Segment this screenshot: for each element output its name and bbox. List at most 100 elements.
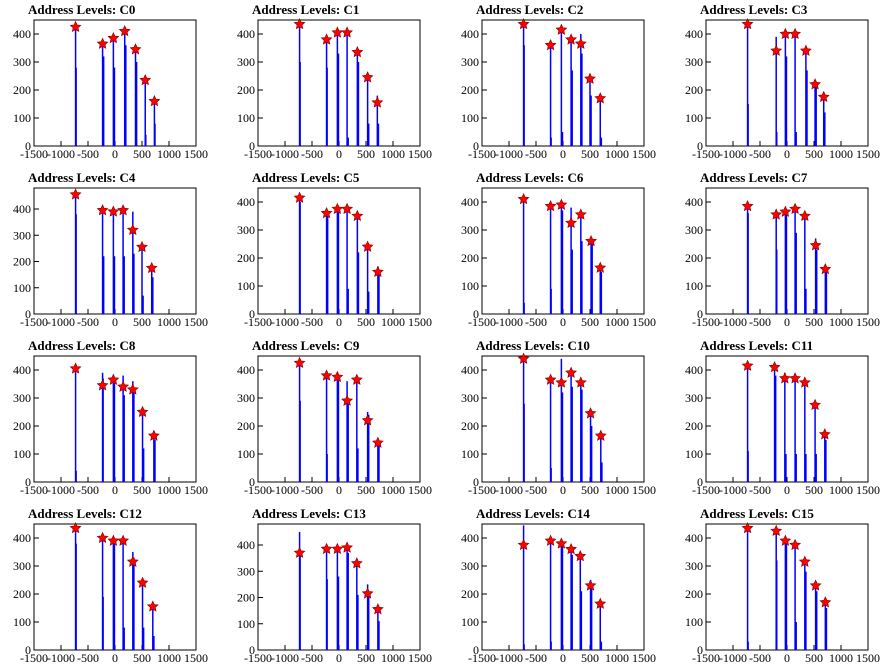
histogram-bar [132, 381, 134, 482]
peak-marker [789, 538, 802, 551]
y-tick-label: 100 [237, 617, 255, 631]
peak-marker [555, 23, 568, 35]
histogram-bar [795, 132, 797, 146]
histogram-bar [377, 266, 379, 314]
x-tick-label: -1000 [47, 315, 75, 329]
x-tick-label: -1000 [495, 315, 523, 329]
histogram-bar [347, 400, 349, 482]
peak-marker [809, 579, 822, 591]
peak-marker [331, 542, 344, 554]
peak-marker [789, 202, 802, 215]
y-tick-label: 100 [13, 111, 31, 125]
histogram-bar [141, 412, 144, 482]
x-tick-label: -500 [749, 651, 771, 665]
histogram-bar [560, 203, 563, 314]
histogram-bar [775, 560, 778, 650]
histogram-bar [805, 571, 807, 650]
peak-marker [361, 71, 374, 83]
x-tick-label: 500 [133, 651, 151, 665]
y-tick-label: 0 [473, 307, 479, 321]
histogram-panel: Address Levels: C9 0 100 200 300 400 -1500 -100… [224, 336, 448, 504]
peak-marker [741, 359, 754, 371]
y-tick-label: 0 [697, 139, 703, 153]
x-tick-label: -1000 [495, 651, 523, 665]
histogram-bar [75, 543, 77, 650]
x-tick-label: 1000 [157, 147, 181, 161]
histogram-bar [600, 434, 602, 482]
x-tick-label: -500 [525, 651, 547, 665]
y-tick-label: 100 [13, 281, 31, 295]
histogram-bar [101, 42, 104, 146]
y-tick-label: 400 [685, 27, 703, 41]
histogram-svg: Address Levels: C5 0 100 200 300 400 -1500 -100… [237, 170, 432, 329]
histogram-bar [326, 67, 328, 146]
x-tick-label: 0 [112, 147, 118, 161]
x-tick-label: 0 [112, 483, 118, 497]
x-tick-label: 0 [560, 483, 566, 497]
histogram-bar [123, 627, 125, 650]
histogram-bar [589, 580, 592, 650]
histogram-bar [581, 389, 583, 482]
chart-title: Address Levels: C6 [476, 170, 584, 185]
histogram-bar [377, 608, 379, 650]
peak-marker [320, 33, 333, 45]
histogram-bar [299, 202, 301, 314]
peak-marker [789, 27, 802, 40]
y-tick-label: 200 [237, 251, 255, 265]
histogram-bar [824, 433, 826, 482]
histogram-bar [347, 552, 349, 651]
y-tick-label: 300 [685, 55, 703, 69]
x-tick-label: -500 [301, 315, 323, 329]
x-tick-label: -500 [525, 483, 547, 497]
peak-marker [584, 72, 596, 84]
y-tick-label: 300 [685, 223, 703, 237]
histogram-bar [150, 266, 153, 314]
histogram-bar [366, 246, 369, 314]
x-tick-label: 500 [805, 147, 823, 161]
x-tick-label: -1000 [271, 483, 299, 497]
histogram-bar [825, 440, 827, 482]
peak-marker [126, 383, 139, 395]
peak-marker [574, 549, 587, 562]
y-tick-label: 200 [13, 419, 31, 433]
x-tick-label: 1500 [408, 315, 432, 329]
x-tick-label: 0 [336, 315, 342, 329]
y-tick-label: 400 [13, 531, 31, 545]
y-tick-label: 200 [461, 419, 479, 433]
histogram-bar [132, 552, 134, 650]
y-tick-label: 100 [685, 447, 703, 461]
x-tick-label: 1000 [829, 651, 853, 665]
x-tick-label: -1500 [244, 315, 272, 329]
x-tick-label: 1000 [605, 651, 629, 665]
histogram-bar [112, 540, 115, 650]
x-tick-label: -1000 [47, 483, 75, 497]
histogram-bar [326, 216, 329, 314]
histogram-bar [356, 216, 359, 314]
y-tick-label: 400 [461, 363, 479, 377]
peak-marker [351, 209, 364, 222]
x-tick-label: -1500 [244, 147, 272, 161]
peak-marker [136, 405, 149, 418]
histogram-bar [75, 214, 77, 314]
x-tick-label: -1000 [495, 483, 523, 497]
peak-marker [293, 546, 306, 558]
y-tick-label: 200 [237, 83, 255, 97]
histogram-bar [785, 210, 788, 314]
chart-title: Address Levels: C4 [28, 170, 136, 185]
peak-marker [341, 202, 354, 215]
histogram-panel: Address Levels: C3 0 100 200 300 400 -1500 -100… [672, 0, 896, 168]
x-tick-label: 1000 [381, 315, 405, 329]
histogram-bar [589, 412, 592, 482]
chart-title: Address Levels: C11 [700, 338, 813, 353]
peak-marker [594, 429, 607, 441]
x-tick-label: 1000 [381, 147, 405, 161]
peak-marker [320, 206, 333, 219]
y-tick-label: 100 [461, 279, 479, 293]
peak-marker [818, 428, 831, 440]
chart-title: Address Levels: C15 [700, 506, 814, 521]
x-tick-label: -1500 [244, 483, 272, 497]
peak-marker [819, 262, 832, 275]
peak-marker [293, 356, 306, 369]
peak-marker [565, 366, 578, 378]
peak-marker [517, 192, 530, 205]
